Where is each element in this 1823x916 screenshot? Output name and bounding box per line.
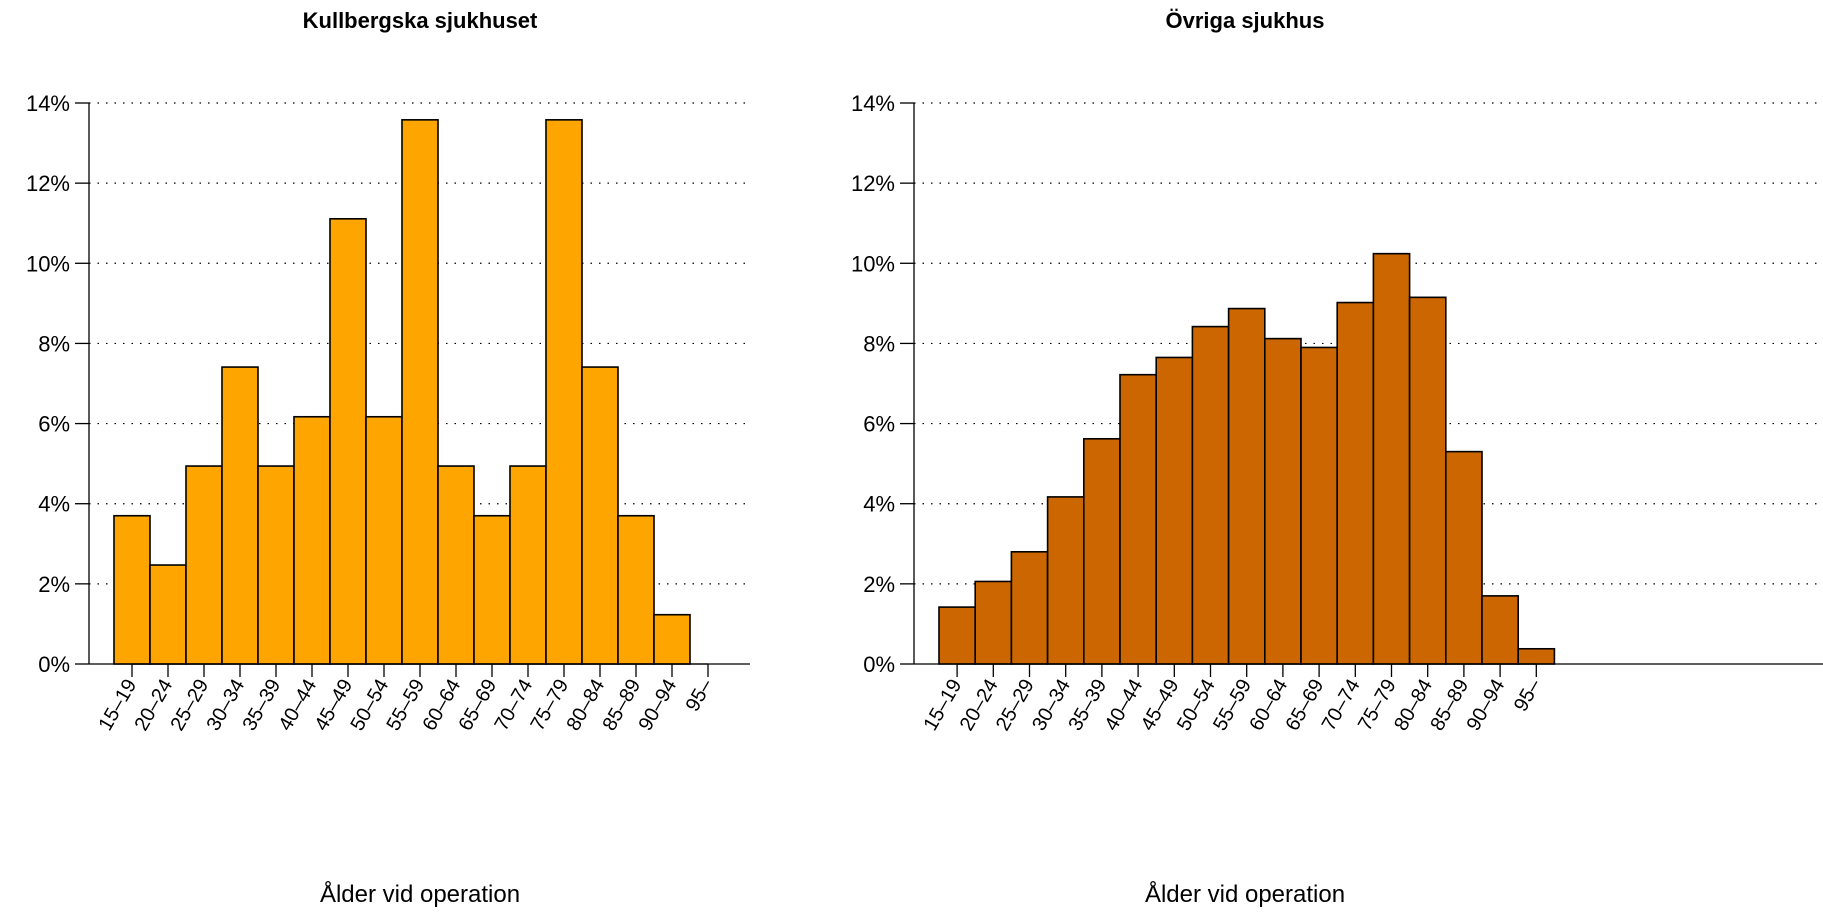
y-tick-label: 2%	[38, 572, 70, 597]
x-tick-label: 95–	[1510, 675, 1546, 716]
bar	[473, 514, 511, 665]
bar	[365, 415, 403, 665]
panel-ovriga: Övriga sjukhus Ålder vid operation 0% 2% 4…	[851, 8, 1823, 908]
chart-title: Kullbergska sjukhuset	[303, 8, 538, 33]
bar	[1408, 296, 1447, 665]
bar	[1336, 301, 1375, 665]
y-tick-label: 10%	[26, 251, 70, 276]
x-axis-label: Ålder vid operation	[1145, 880, 1345, 908]
bar	[938, 606, 977, 665]
bar	[1481, 595, 1520, 665]
chart-title: Övriga sjukhus	[1166, 8, 1325, 33]
bar	[257, 465, 295, 665]
x-axis-label: Ålder vid operation	[320, 880, 520, 908]
bar	[149, 564, 187, 665]
bar	[653, 613, 691, 665]
bar	[1191, 325, 1230, 665]
bar	[1227, 307, 1266, 665]
panel-kullbergska: Kullbergska sjukhuset Ålder vid operatio…	[26, 8, 750, 908]
y-tick-label: 8%	[863, 331, 895, 356]
bar	[974, 580, 1013, 665]
y-tick-label: 0%	[38, 652, 70, 677]
bar	[509, 465, 547, 665]
bar	[1372, 252, 1411, 665]
y-tick-label: 12%	[26, 171, 70, 196]
bar	[221, 366, 259, 665]
bar	[1083, 437, 1121, 665]
bar	[329, 218, 367, 665]
x-tick-label: 95–	[682, 675, 718, 716]
bar	[1046, 496, 1085, 665]
y-tick-label: 4%	[863, 492, 895, 517]
bar	[1155, 356, 1194, 665]
y-tick-label: 6%	[38, 412, 70, 437]
y-tick-label: 12%	[851, 171, 895, 196]
y-tick-label: 14%	[851, 91, 895, 116]
x-tick-label: 90–94	[1463, 676, 1510, 735]
bar	[545, 119, 583, 665]
y-tick-label: 10%	[851, 251, 895, 276]
bar	[581, 366, 619, 665]
bar	[617, 514, 655, 665]
bar	[1517, 647, 1556, 665]
y-tick-label: 6%	[863, 412, 895, 437]
y-tick-label: 14%	[26, 91, 70, 116]
bar	[437, 465, 475, 665]
bar	[185, 465, 223, 665]
bar	[1264, 337, 1302, 665]
bar	[401, 119, 439, 665]
y-tick-label: 0%	[863, 652, 895, 677]
y-tick-label: 4%	[38, 492, 70, 517]
bar	[113, 514, 151, 665]
bar	[1010, 550, 1049, 665]
bar	[1300, 346, 1339, 665]
y-tick-label: 2%	[863, 572, 895, 597]
bar	[1445, 450, 1483, 665]
y-tick-label: 8%	[38, 331, 70, 356]
bar	[1119, 373, 1158, 665]
bar	[293, 415, 331, 665]
